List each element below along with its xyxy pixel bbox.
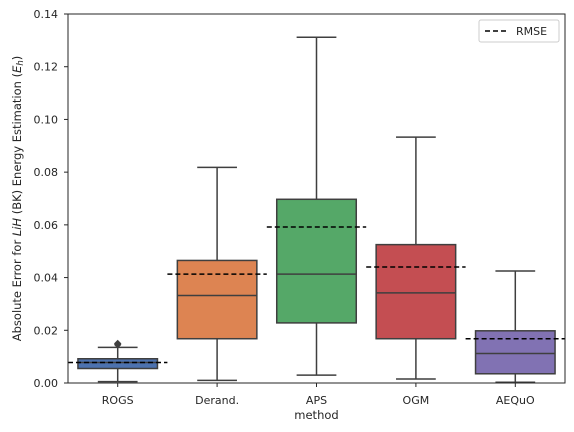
- y-tick-label: 0.08: [34, 166, 59, 179]
- box-body: [77, 358, 159, 370]
- x-tick-label: APS: [306, 394, 327, 407]
- y-axis-label-suffix: ): [10, 56, 24, 61]
- y-tick-label: 0.10: [34, 113, 59, 126]
- y-tick-label: 0.00: [34, 377, 59, 390]
- x-tick-label: Derand.: [195, 394, 239, 407]
- box-body: [176, 259, 258, 340]
- y-axis-label-e: E: [10, 65, 24, 73]
- x-axis-label: method: [294, 408, 338, 422]
- outlier-point: [113, 339, 122, 348]
- box-body: [375, 243, 457, 340]
- y-axis-label: Absolute Error for LiH (BK) Energy Estim…: [10, 56, 26, 342]
- box-group: [366, 136, 466, 380]
- boxes-layer: [68, 36, 565, 383]
- y-axis-label-lih: LiH: [10, 218, 24, 237]
- y-axis-ticks: 0.00 0.02 0.04 0.06 0.08 0.10 0.12 0.14: [34, 8, 68, 390]
- y-tick-label: 0.12: [34, 61, 59, 74]
- y-axis-label-subscript: h: [16, 60, 26, 65]
- box-body: [275, 198, 358, 324]
- box-body: [474, 330, 556, 375]
- y-tick-label: 0.06: [34, 219, 59, 232]
- x-axis-ticks: ROGS Derand. APS OGM AEQuO: [102, 383, 535, 407]
- box-group: [266, 36, 367, 376]
- box-group: [68, 339, 168, 383]
- box-group: [167, 166, 267, 382]
- legend-frame: [478, 19, 560, 43]
- y-axis-label-prefix: Absolute Error for: [10, 236, 24, 341]
- y-tick-label: 0.14: [34, 8, 59, 21]
- legend-rmse-label: RMSE: [516, 25, 547, 38]
- x-tick-label: AEQuO: [496, 394, 535, 407]
- x-tick-label: OGM: [403, 394, 430, 407]
- y-tick-label: 0.02: [34, 324, 59, 337]
- x-tick-label: ROGS: [102, 394, 134, 407]
- box-group: [465, 270, 565, 383]
- legend: RMSE: [478, 19, 560, 43]
- y-tick-label: 0.04: [34, 272, 59, 285]
- y-axis-label-middle: (BK) Energy Estimation (: [10, 73, 24, 218]
